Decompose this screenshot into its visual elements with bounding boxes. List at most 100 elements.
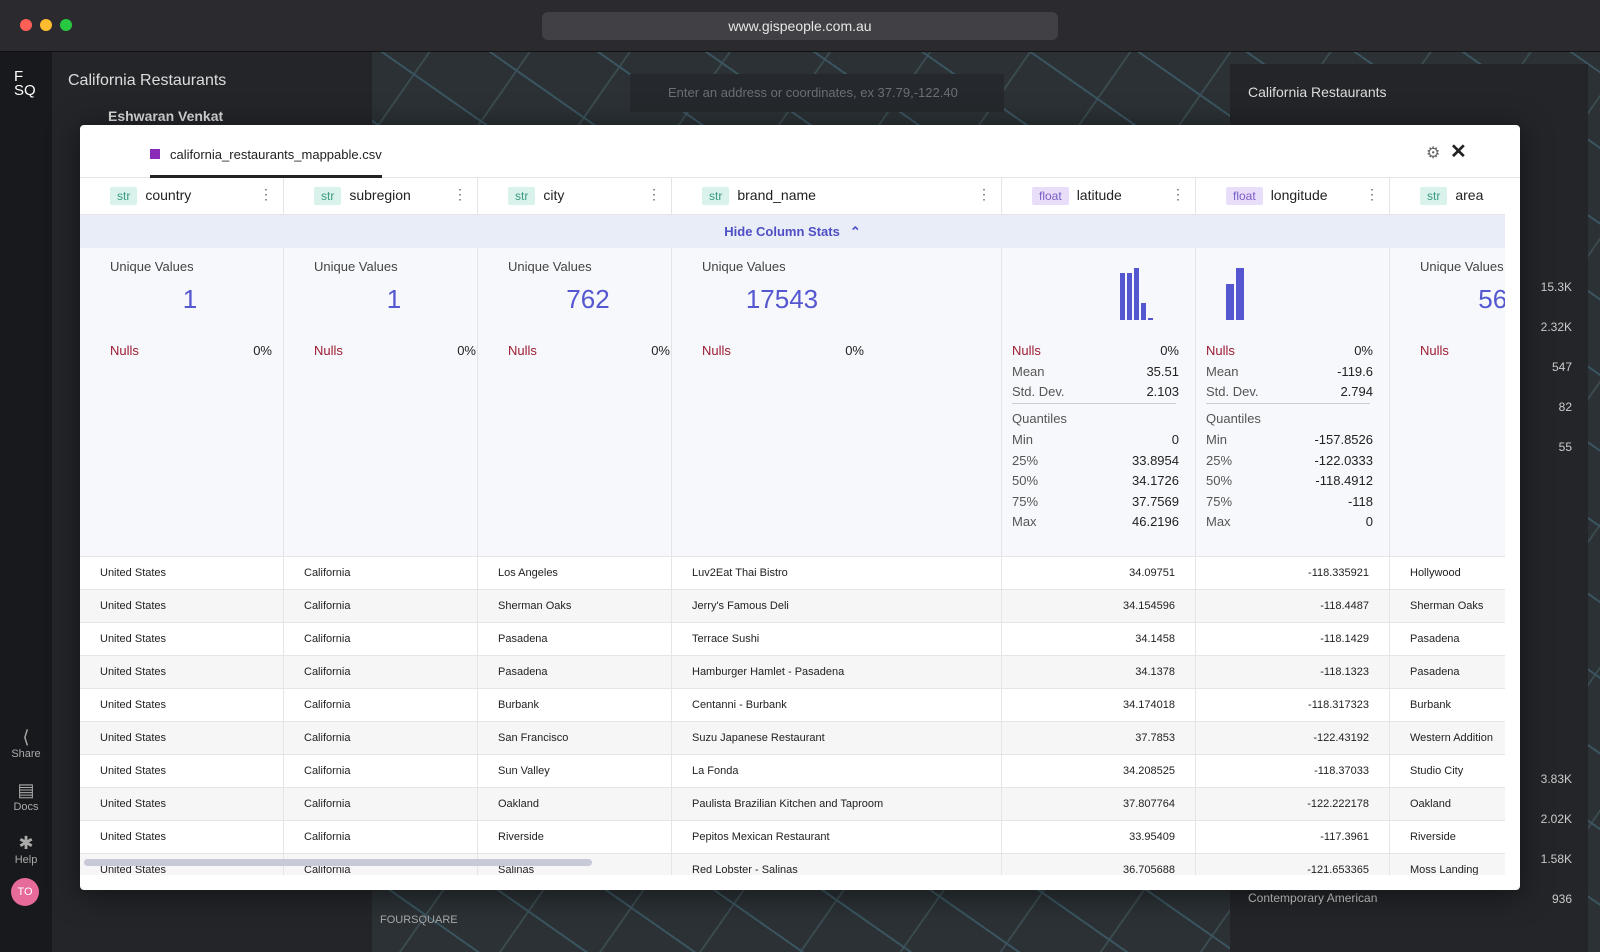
column-header[interactable]: str brand_name ⋮ — [672, 178, 1002, 215]
stat-label: 75% — [1206, 493, 1233, 509]
settings-button[interactable]: ⚙ — [1426, 145, 1441, 162]
column-menu[interactable]: ⋮ — [647, 186, 661, 202]
stat-value: 82 — [1558, 400, 1572, 414]
data-table-modal: california_restaurants_mappable.csv ⚙ ✕ … — [80, 125, 1520, 890]
nulls-value: 0% — [845, 343, 864, 358]
nulls-label: Nulls — [110, 343, 139, 358]
column-menu[interactable]: ⋮ — [453, 186, 467, 202]
stats-toggle[interactable]: Hide Column Stats ⌃ — [80, 215, 1505, 248]
stat-label: 75% — [1012, 493, 1039, 509]
table-cell: 34.1378 — [1002, 656, 1196, 689]
column-header[interactable]: str city ⋮ — [478, 178, 672, 215]
table-cell: United States — [80, 755, 284, 788]
column-menu[interactable]: ⋮ — [259, 186, 273, 202]
column-name: latitude — [1076, 187, 1122, 203]
column-stats: Unique Values 762 Nulls 0% — [478, 248, 672, 557]
column-header[interactable]: float latitude ⋮ — [1002, 178, 1196, 215]
stat-label: Mean — [1206, 363, 1239, 379]
avatar[interactable]: TO — [11, 878, 39, 906]
histogram-bar — [1148, 318, 1153, 320]
table-cell: -118.4487 — [1196, 590, 1390, 623]
column-menu[interactable]: ⋮ — [1171, 186, 1185, 202]
stat-label: 50% — [1012, 473, 1039, 488]
panel-title: California Restaurants — [1248, 84, 1387, 100]
table-cell: Pepitos Mexican Restaurant — [672, 821, 1002, 854]
toggle-icon: ⌃ — [849, 224, 861, 239]
sidebar: F SQ ⟨ Share ▤ Docs ✱ Help TO — [0, 52, 52, 952]
table-cell: -118.37033 — [1196, 755, 1390, 788]
table-cell: Hamburger Hamlet - Pasadena — [672, 656, 1002, 689]
nulls-label: Nulls — [508, 343, 537, 358]
column-header[interactable]: str country ⋮ — [80, 178, 284, 215]
stat-value: 0 — [1171, 432, 1179, 447]
search-input[interactable]: Enter an address or coordinates, ex 37.7… — [630, 74, 1004, 112]
stat-value: 34.1726 — [1132, 473, 1179, 488]
unique-count: 566 — [1478, 284, 1505, 314]
minimize-button[interactable] — [40, 19, 52, 31]
stat-value: 15.3K — [1540, 280, 1572, 294]
table-cell: California — [284, 557, 478, 590]
zoom-button[interactable] — [60, 19, 72, 31]
map-attribution: FOURSQUARE — [380, 914, 458, 926]
stat-label: Max — [1012, 514, 1037, 529]
column-menu[interactable]: ⋮ — [1365, 186, 1379, 202]
close-button[interactable] — [20, 19, 32, 31]
column-header[interactable]: float longitude ⋮ — [1196, 178, 1390, 215]
unique-count: 762 — [566, 284, 610, 314]
table-cell: Sherman Oaks — [1390, 590, 1505, 623]
type-tag: float — [1032, 187, 1069, 205]
sidebar-item[interactable]: ⟨ Share — [11, 727, 41, 760]
table-cell: Studio City — [1390, 755, 1505, 788]
table-cell: California — [284, 689, 478, 722]
table-cell: Moss Landing — [1390, 854, 1505, 875]
tab-bar: california_restaurants_mappable.csv ⚙ ✕ — [80, 125, 1520, 178]
nulls-value: 0% — [651, 343, 670, 358]
table-cell: California — [284, 590, 478, 623]
stat-label: Max — [1206, 514, 1231, 529]
table-cell: Pasadena — [1390, 623, 1505, 656]
table-cell: California — [284, 722, 478, 755]
table-cell: United States — [80, 656, 284, 689]
stat-value: 37.7569 — [1132, 493, 1179, 509]
stat-value: 1.58K — [1540, 852, 1572, 866]
column-header[interactable]: str subregion ⋮ — [284, 178, 478, 215]
column-name: brand_name — [737, 187, 816, 203]
table-cell: Hollywood — [1390, 557, 1505, 590]
logo: F SQ — [14, 69, 36, 98]
stat-value: -122.0333 — [1314, 452, 1373, 468]
table-cell: Western Addition — [1390, 722, 1505, 755]
stat-value: 0 — [1365, 514, 1373, 529]
table-cell: United States — [80, 821, 284, 854]
table-cell: 34.09751 — [1002, 557, 1196, 590]
table-cell: 34.208525 — [1002, 755, 1196, 788]
column-stats: Unique Values 1 Nulls 0% — [80, 248, 284, 557]
table-cell: United States — [80, 689, 284, 722]
scrollbar[interactable] — [84, 859, 592, 866]
table-cell: -117.3961 — [1196, 821, 1390, 854]
table-cell: Pasadena — [1390, 656, 1505, 689]
stat-label: Unique Values — [702, 259, 786, 274]
stat-label: Unique Values — [1420, 259, 1504, 274]
table-cell: 37.807764 — [1002, 788, 1196, 821]
column-stats: Unique Values 566 Nulls — [1390, 248, 1505, 557]
table-cell: California — [284, 788, 478, 821]
table-cell: -118.317323 — [1196, 689, 1390, 722]
stat-value: 2.794 — [1340, 384, 1373, 399]
panel-title: California Restaurants — [68, 72, 227, 89]
table-cell: -118.1323 — [1196, 656, 1390, 689]
sidebar-item[interactable]: ✱ Help — [14, 833, 38, 866]
table: str country ⋮ str subregion ⋮ str city ⋮ str brand… — [80, 178, 1505, 875]
stat-value: 2.103 — [1146, 384, 1179, 399]
sidebar-item[interactable]: ▤ Docs — [13, 780, 39, 813]
type-tag: str — [702, 187, 730, 205]
stat-label: 50% — [1206, 473, 1233, 488]
column-name: country — [145, 187, 192, 203]
close-modal-button[interactable]: ✕ — [1450, 141, 1467, 163]
stat-value: 35.51 — [1146, 363, 1179, 379]
column-menu[interactable]: ⋮ — [977, 186, 991, 202]
file-tab[interactable]: california_restaurants_mappable.csv — [150, 125, 382, 178]
address-bar[interactable]: www.gispeople.com.au — [542, 12, 1058, 40]
stat-label: Mean — [1012, 363, 1045, 379]
